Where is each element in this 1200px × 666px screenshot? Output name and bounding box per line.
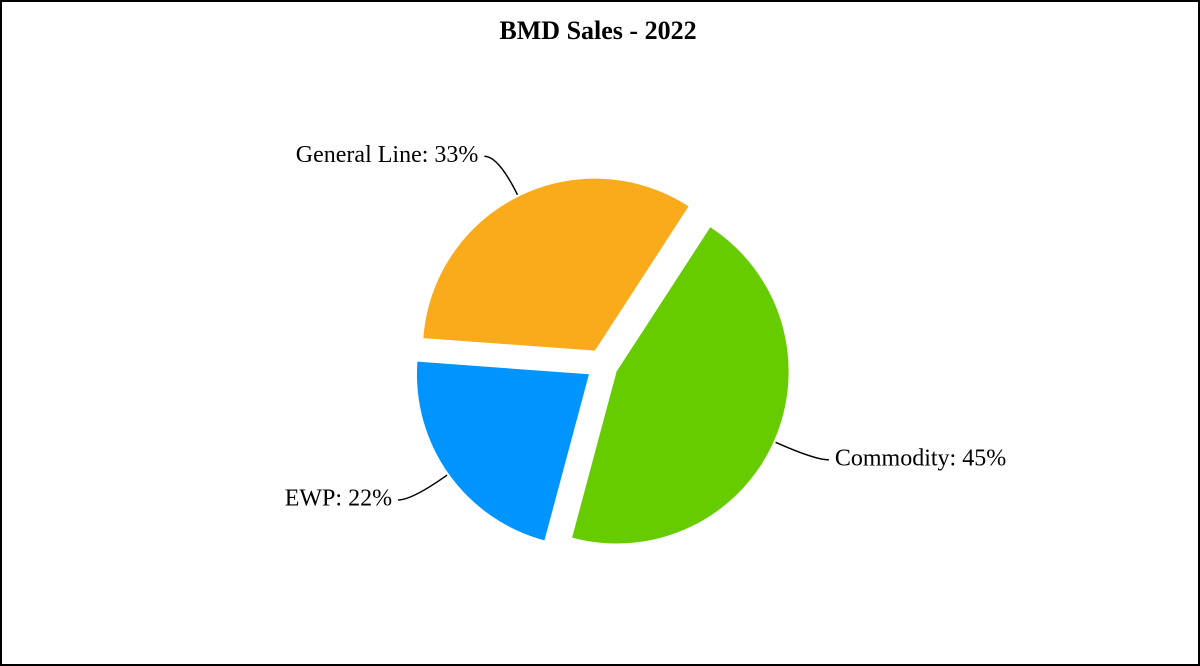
data-label: General Line: 33% (296, 142, 479, 168)
data-label: EWP: 22% (285, 485, 392, 511)
leader-line (484, 155, 519, 196)
pie-slice (572, 227, 789, 544)
leader-line (775, 441, 829, 461)
leader-line (398, 474, 448, 501)
pie-slice (416, 361, 589, 541)
pie-slice (423, 178, 689, 351)
chart-title: BMD Sales - 2022 (499, 16, 696, 45)
data-label: Commodity: 45% (835, 445, 1006, 471)
